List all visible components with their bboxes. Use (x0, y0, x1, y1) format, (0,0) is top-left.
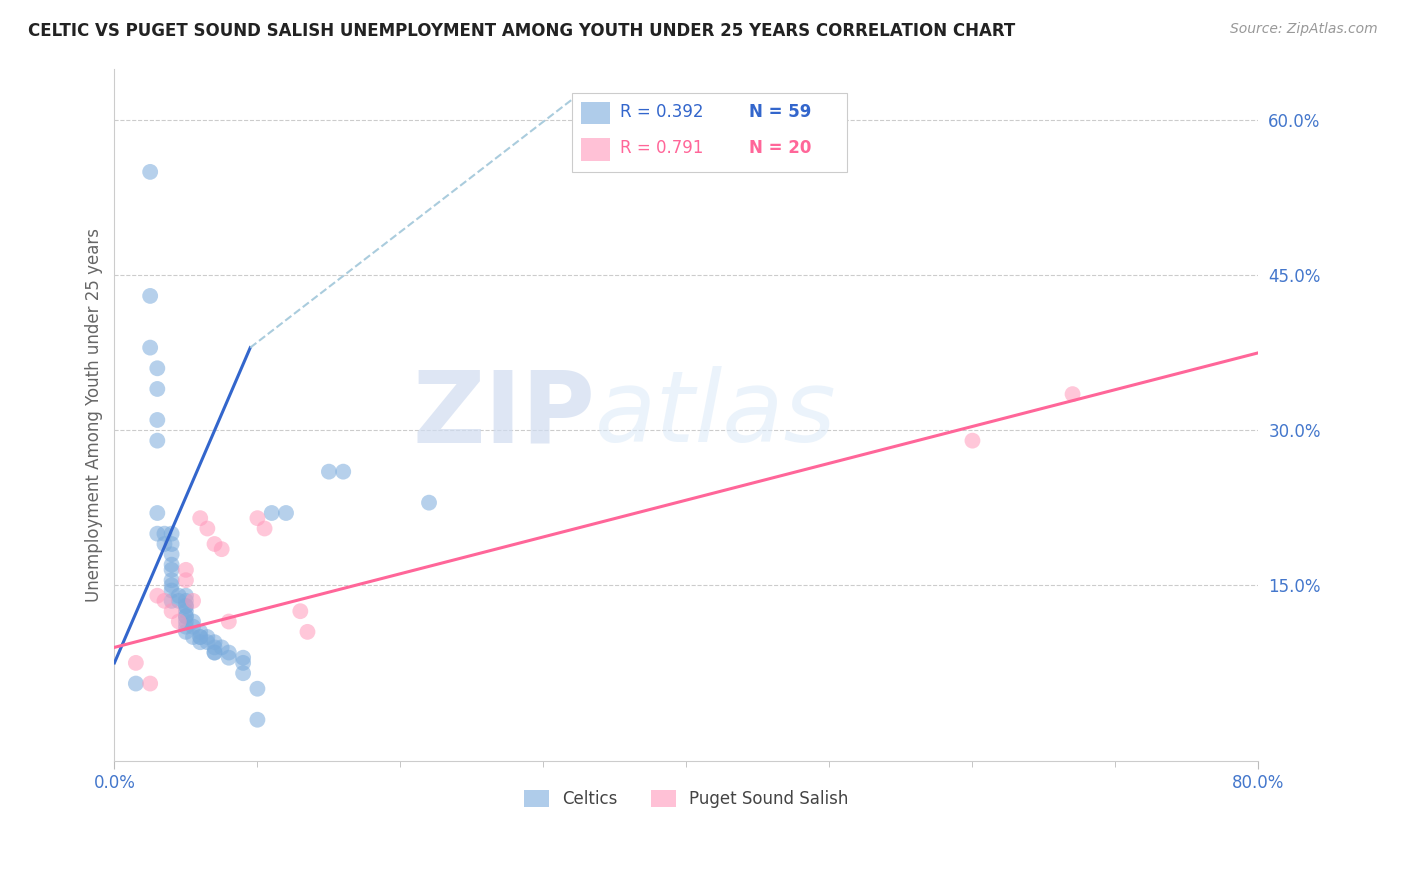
Text: ZIP: ZIP (412, 367, 595, 463)
Point (246, 713, 269, 727)
Point (146, 361, 169, 376)
Point (174, 599, 197, 613)
Point (274, 506, 297, 520)
Text: Source: ZipAtlas.com: Source: ZipAtlas.com (1230, 22, 1378, 37)
Point (188, 624, 211, 639)
Point (174, 624, 197, 639)
Point (418, 496, 440, 510)
Point (204, 646, 226, 660)
Point (232, 666, 254, 681)
Point (160, 578, 183, 592)
Point (146, 434, 169, 448)
Point (211, 542, 233, 557)
Point (204, 646, 226, 660)
Point (318, 465, 340, 479)
Point (153, 594, 176, 608)
Point (160, 583, 183, 598)
Point (174, 573, 197, 587)
Legend: Celtics, Puget Sound Salish: Celtics, Puget Sound Salish (517, 783, 855, 815)
Point (181, 630, 204, 644)
Point (188, 630, 211, 644)
Point (181, 620, 204, 634)
Point (232, 650, 254, 665)
Point (181, 615, 204, 629)
Point (139, 289, 162, 303)
Point (125, 656, 148, 670)
Point (297, 624, 319, 639)
Point (246, 681, 269, 696)
Point (174, 609, 197, 624)
Bar (581, 102, 610, 124)
Text: R = 0.791: R = 0.791 (620, 139, 703, 157)
Text: atlas: atlas (595, 367, 837, 463)
Bar (581, 138, 610, 161)
Point (160, 537, 183, 551)
Point (167, 589, 190, 603)
Point (195, 635, 218, 649)
Point (188, 511, 211, 525)
Point (218, 646, 240, 660)
Point (204, 640, 226, 655)
Point (160, 558, 183, 572)
Point (146, 413, 169, 427)
Point (174, 615, 197, 629)
Point (139, 165, 162, 179)
Point (160, 604, 183, 618)
Point (332, 465, 354, 479)
Point (181, 594, 204, 608)
Point (218, 615, 240, 629)
Text: R = 0.392: R = 0.392 (620, 103, 703, 121)
Point (174, 563, 197, 577)
Point (139, 341, 162, 355)
Point (211, 640, 233, 655)
Point (174, 599, 197, 613)
Text: N = 59: N = 59 (749, 103, 811, 121)
Point (962, 434, 984, 448)
Point (232, 656, 254, 670)
Point (160, 563, 183, 577)
Point (167, 615, 190, 629)
Point (153, 526, 176, 541)
Point (204, 635, 226, 649)
Point (188, 635, 211, 649)
Point (146, 526, 169, 541)
Point (174, 589, 197, 603)
Point (160, 594, 183, 608)
Point (1062, 387, 1084, 401)
Point (139, 676, 162, 690)
Point (146, 589, 169, 603)
Point (160, 573, 183, 587)
Point (125, 676, 148, 690)
Point (195, 521, 218, 535)
Point (246, 511, 269, 525)
Text: N = 20: N = 20 (749, 139, 811, 157)
Point (253, 521, 276, 535)
Bar (572, 93, 846, 172)
Point (146, 382, 169, 396)
Point (174, 609, 197, 624)
Point (153, 537, 176, 551)
Point (218, 650, 240, 665)
Point (290, 604, 312, 618)
Point (204, 537, 226, 551)
Point (167, 594, 190, 608)
Text: CELTIC VS PUGET SOUND SALISH UNEMPLOYMENT AMONG YOUTH UNDER 25 YEARS CORRELATION: CELTIC VS PUGET SOUND SALISH UNEMPLOYMEN… (28, 22, 1015, 40)
Point (174, 604, 197, 618)
Point (160, 526, 183, 541)
Y-axis label: Unemployment Among Youth under 25 years: Unemployment Among Youth under 25 years (86, 227, 103, 602)
Point (160, 547, 183, 561)
Point (188, 630, 211, 644)
Point (174, 620, 197, 634)
Point (146, 506, 169, 520)
Point (195, 630, 218, 644)
Point (260, 506, 283, 520)
Point (174, 594, 197, 608)
